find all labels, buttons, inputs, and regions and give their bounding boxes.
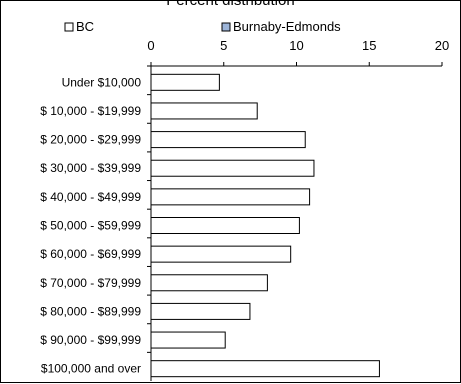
- legend-swatch: [221, 22, 231, 32]
- bar: [150, 302, 251, 320]
- category-label: $ 50,000 - $59,999: [40, 219, 141, 233]
- x-tick-label: 15: [362, 38, 376, 53]
- legend-label: Burnaby-Edmonds: [233, 19, 341, 34]
- x-tick-label: 0: [147, 38, 154, 53]
- bar: [150, 131, 306, 149]
- bar: [150, 245, 292, 263]
- bar: [150, 274, 268, 292]
- bar: [150, 159, 315, 177]
- category-label: $ 30,000 - $39,999: [40, 161, 141, 175]
- bar: [150, 102, 258, 120]
- x-tick-label: 10: [289, 38, 303, 53]
- chart-title: Percent distribution: [166, 0, 295, 9]
- x-tick-label: 20: [435, 38, 449, 53]
- legend-label: BC: [76, 19, 94, 34]
- bar: [150, 331, 226, 349]
- category-label: Under $10,000: [62, 75, 142, 89]
- category-label: $ 60,000 - $69,999: [40, 247, 141, 261]
- category-label: $ 10,000 - $19,999: [40, 104, 141, 118]
- bar: [150, 188, 311, 206]
- bar: [150, 73, 220, 91]
- legend-swatch: [64, 22, 74, 32]
- bar: [150, 360, 380, 378]
- category-label: $100,000 and over: [41, 362, 141, 376]
- category-label: $ 90,000 - $99,999: [40, 333, 141, 347]
- bar: [150, 217, 300, 234]
- category-label: $ 20,000 - $29,999: [40, 133, 141, 147]
- category-label: $ 70,000 - $79,999: [40, 276, 141, 290]
- category-label: $ 80,000 - $89,999: [40, 304, 141, 318]
- category-label: $ 40,000 - $49,999: [40, 190, 141, 204]
- x-tick-label: 5: [220, 38, 227, 53]
